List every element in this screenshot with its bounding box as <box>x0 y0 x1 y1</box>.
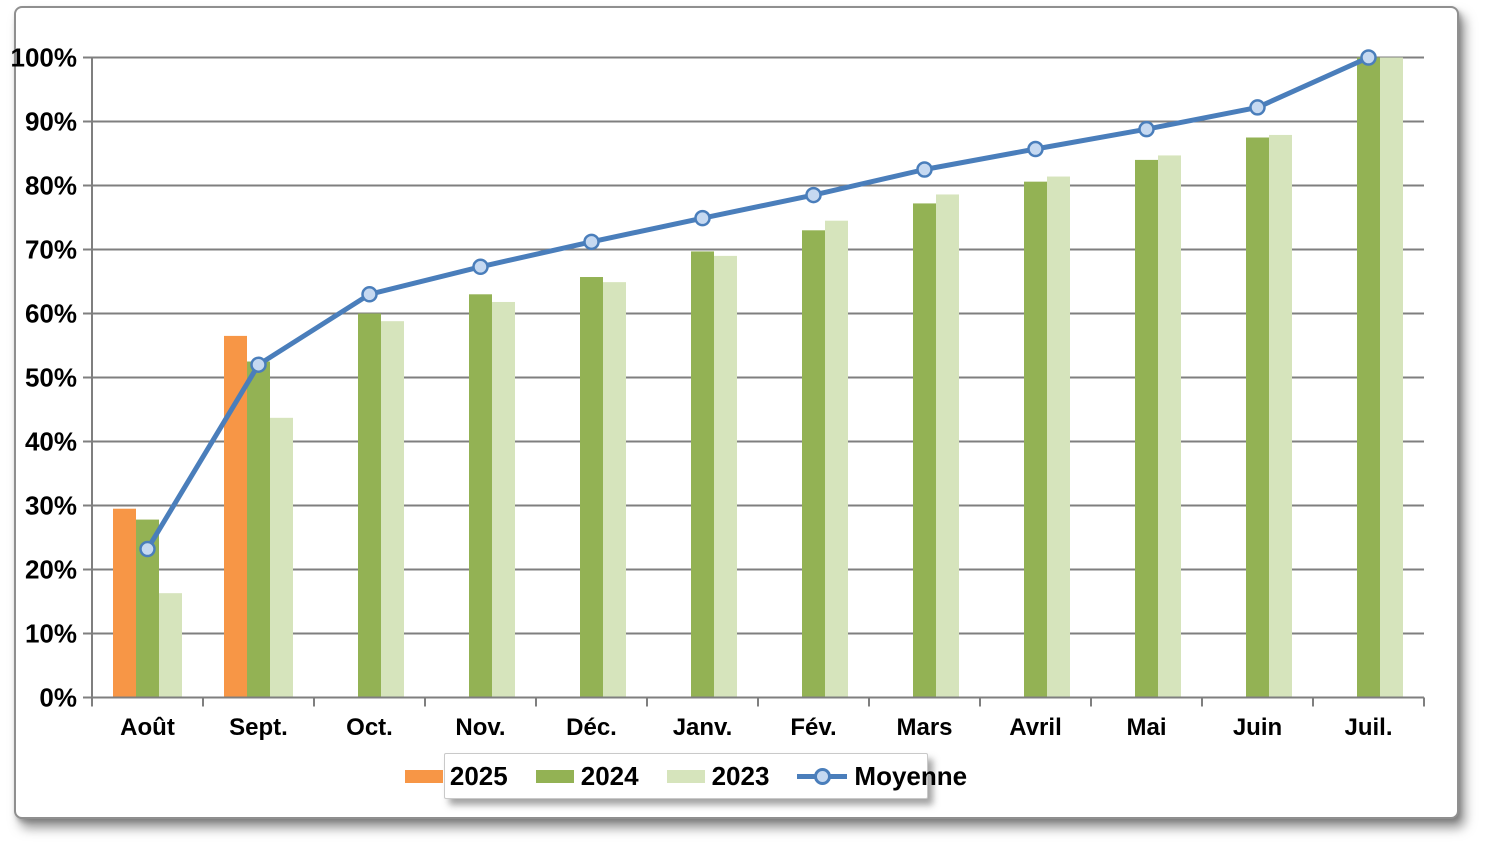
y-axis-label: 80% <box>25 171 77 201</box>
legend-label-moyenne: Moyenne <box>854 760 968 791</box>
marker-Moyenne-5 <box>694 209 711 227</box>
bar-2023-1 <box>270 417 293 698</box>
x-axis-label: Nov. <box>455 714 505 741</box>
line-Moyenne <box>145 55 1371 552</box>
bar-2023-0 <box>159 593 182 698</box>
marker-Moyenne-6 <box>805 186 822 204</box>
bar-2024-2 <box>358 313 381 698</box>
y-axis-label: 10% <box>25 619 77 649</box>
marker-Moyenne-7 <box>916 161 933 178</box>
legend-line-marker-icon <box>797 768 848 785</box>
legend-swatch-2024-icon <box>535 769 574 783</box>
marker-Moyenne-8 <box>1027 140 1044 158</box>
legend-item-2024: 2024 <box>535 760 639 792</box>
bar-2025-0 <box>113 508 136 698</box>
marker-Moyenne-9 <box>1138 120 1155 138</box>
legend-label-2025: 2025 <box>449 760 508 791</box>
x-axis-label: Août <box>120 714 175 741</box>
y-axis-label: 90% <box>25 107 77 137</box>
bar-2024-4 <box>580 277 603 698</box>
x-axis-label: Avril <box>1009 714 1061 741</box>
bar-2024-3 <box>469 294 492 698</box>
y-axis-label: 60% <box>25 299 77 329</box>
legend-item-moyenne: Moyenne <box>797 761 967 792</box>
y-axis-label: 100% <box>11 43 78 73</box>
y-axis-label: 30% <box>25 491 77 521</box>
marker-Moyenne-0 <box>139 540 156 558</box>
bar-2024-1 <box>247 361 270 698</box>
x-axis-label: Juin <box>1233 714 1282 741</box>
y-axis-label: 0% <box>39 683 77 713</box>
legend-label-2023: 2023 <box>711 760 770 791</box>
bar-2024-11 <box>1357 57 1380 698</box>
x-axis-label: Sept. <box>229 714 288 741</box>
legend-item-2023: 2023 <box>666 760 770 792</box>
marker-Moyenne-4 <box>583 233 600 251</box>
bar-2025-1 <box>224 335 247 698</box>
marker-Moyenne-11 <box>1360 49 1377 66</box>
chart-legend: 2025 2024 2023 Moyenne <box>404 753 967 799</box>
bar-2023-2 <box>381 321 404 698</box>
y-axis-label: 40% <box>25 427 77 457</box>
x-axis-label: Mai <box>1126 714 1166 741</box>
x-axis-label: Déc. <box>566 714 617 741</box>
bar-2024-9 <box>1135 159 1158 698</box>
bar-2023-6 <box>825 220 848 698</box>
bar-2024-5 <box>691 251 714 698</box>
bar-2023-5 <box>714 255 737 698</box>
legend-item-2025: 2025 <box>404 760 508 792</box>
legend-swatch-2023-icon <box>666 769 705 783</box>
bar-2023-11 <box>1380 57 1403 698</box>
bar-2023-8 <box>1047 176 1070 698</box>
x-axis-label: Mars <box>896 714 952 741</box>
bar-2023-9 <box>1158 155 1181 698</box>
y-axis-label: 70% <box>25 235 77 265</box>
x-axis-label: Juil. <box>1344 714 1392 741</box>
x-axis-label: Oct. <box>346 714 393 741</box>
y-axis-label: 50% <box>25 363 77 393</box>
marker-Moyenne-3 <box>472 258 489 276</box>
y-axis-label: 20% <box>25 555 77 585</box>
legend-swatch-2025-icon <box>404 769 443 783</box>
bar-2024-7 <box>913 203 936 698</box>
marker-Moyenne-10 <box>1249 99 1266 116</box>
bar-2023-7 <box>936 194 959 698</box>
bar-2024-10 <box>1246 137 1269 698</box>
x-axis-label: Fév. <box>790 714 836 741</box>
legend-label-2024: 2024 <box>580 760 639 791</box>
bar-2023-10 <box>1269 134 1292 698</box>
marker-Moyenne-1 <box>250 356 267 373</box>
bar-2024-0 <box>136 519 159 698</box>
bar-2024-8 <box>1024 181 1047 698</box>
x-axis-label: Janv. <box>673 714 733 741</box>
bar-2023-4 <box>603 282 626 698</box>
bar-2024-6 <box>802 230 825 698</box>
marker-Moyenne-2 <box>361 286 378 303</box>
bar-2023-3 <box>492 301 515 698</box>
